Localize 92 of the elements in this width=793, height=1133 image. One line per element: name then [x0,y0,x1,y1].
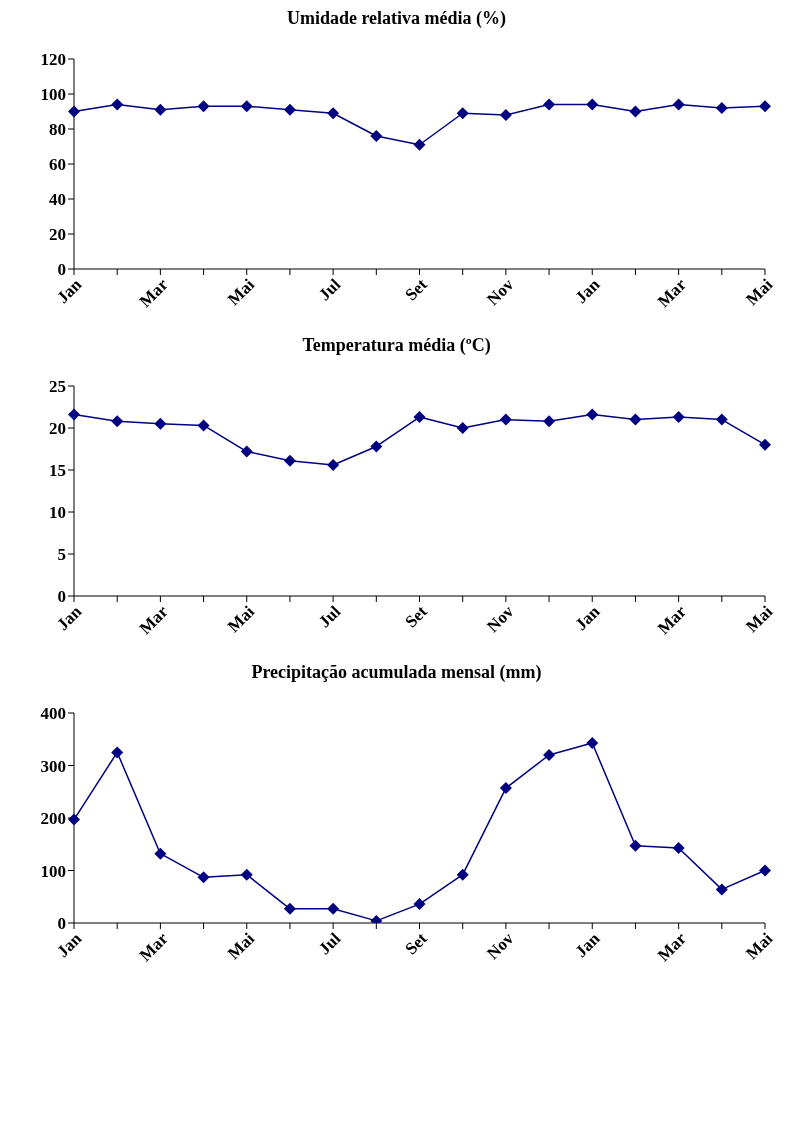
x-tick-label: Mar [653,928,691,966]
chart-title: Precipitação acumulada mensal (mm) [250,662,543,683]
point [499,782,512,795]
x-tick-label: Jan [571,601,604,635]
point [413,138,426,151]
point [327,902,340,915]
point [197,419,210,432]
point [456,422,469,434]
point [283,103,296,116]
point [154,417,167,430]
x-tick-label: Set [401,601,432,632]
point [629,839,642,852]
y-tick-label: 20 [49,225,66,245]
point [154,847,167,860]
x-tick-label: Mai [223,928,259,964]
point [456,868,469,881]
chart-title: Temperatura média (ºC) [301,335,492,356]
point [111,415,124,428]
x-tick-label: Mar [653,601,691,639]
x-tick-label: Nov [483,928,518,964]
y-tick-label: 200 [40,809,66,829]
y-tick-label: 40 [49,190,66,210]
y-tick-label: 20 [49,419,66,439]
point [240,445,253,458]
point [154,103,167,116]
x-tick-label: Mai [223,601,259,637]
x-tick-label: Mar [653,274,691,312]
point [629,413,642,426]
point [672,841,685,854]
point [197,871,210,884]
point [413,898,426,911]
point [586,408,599,421]
point [68,408,80,421]
x-tick-label: Nov [483,601,518,637]
point [499,109,512,121]
y-tick-label: 60 [49,155,66,175]
point [370,130,383,142]
point [715,883,728,896]
point [715,102,728,114]
point [543,749,556,761]
x-tick-label: Set [401,274,432,305]
point [586,98,599,111]
x-tick-label: Nov [483,274,518,310]
x-tick-label: Mai [742,274,777,310]
y-tick-label: 100 [40,85,66,105]
point [672,411,685,424]
point [283,902,296,915]
point [759,438,771,451]
x-tick-label: Mai [742,601,777,637]
point [197,100,210,113]
point [672,98,685,111]
x-tick-label: Set [401,928,432,959]
point [370,440,383,453]
chart-title: Umidade relativa média (%) [285,8,508,29]
point [68,813,80,826]
y-tick-label: 400 [40,704,66,724]
y-tick-label: 120 [40,50,66,70]
x-tick-label: Jul [315,274,345,305]
y-tick-label: 5 [57,545,66,565]
y-tick-label: 100 [40,861,66,881]
x-tick-label: Jul [315,928,345,959]
y-tick-label: 10 [49,503,66,523]
x-tick-label: Jul [315,601,345,632]
point [240,100,253,113]
x-tick-label: Jan [571,274,604,308]
y-tick-label: 300 [40,756,66,776]
point [759,864,771,877]
point [543,98,556,111]
point [629,105,642,118]
y-tick-label: 15 [49,461,66,481]
point [715,413,728,426]
point [327,107,340,120]
point [543,415,556,428]
x-tick-label: Mai [223,274,259,310]
y-tick-label: 25 [49,377,66,397]
point [327,458,340,471]
x-tick-label: Jan [571,928,604,962]
point [759,100,771,113]
x-tick-label: Mar [135,274,173,312]
point [499,413,512,426]
point [283,454,296,467]
x-tick-label: Mar [135,928,173,966]
x-tick-label: Mai [742,928,777,964]
x-tick-label: Mar [135,601,173,639]
y-tick-label: 80 [49,120,66,140]
point [68,105,80,118]
point [240,868,253,881]
point [586,736,599,749]
point [413,411,426,424]
point [111,746,124,759]
point [456,107,469,120]
point [111,98,124,111]
